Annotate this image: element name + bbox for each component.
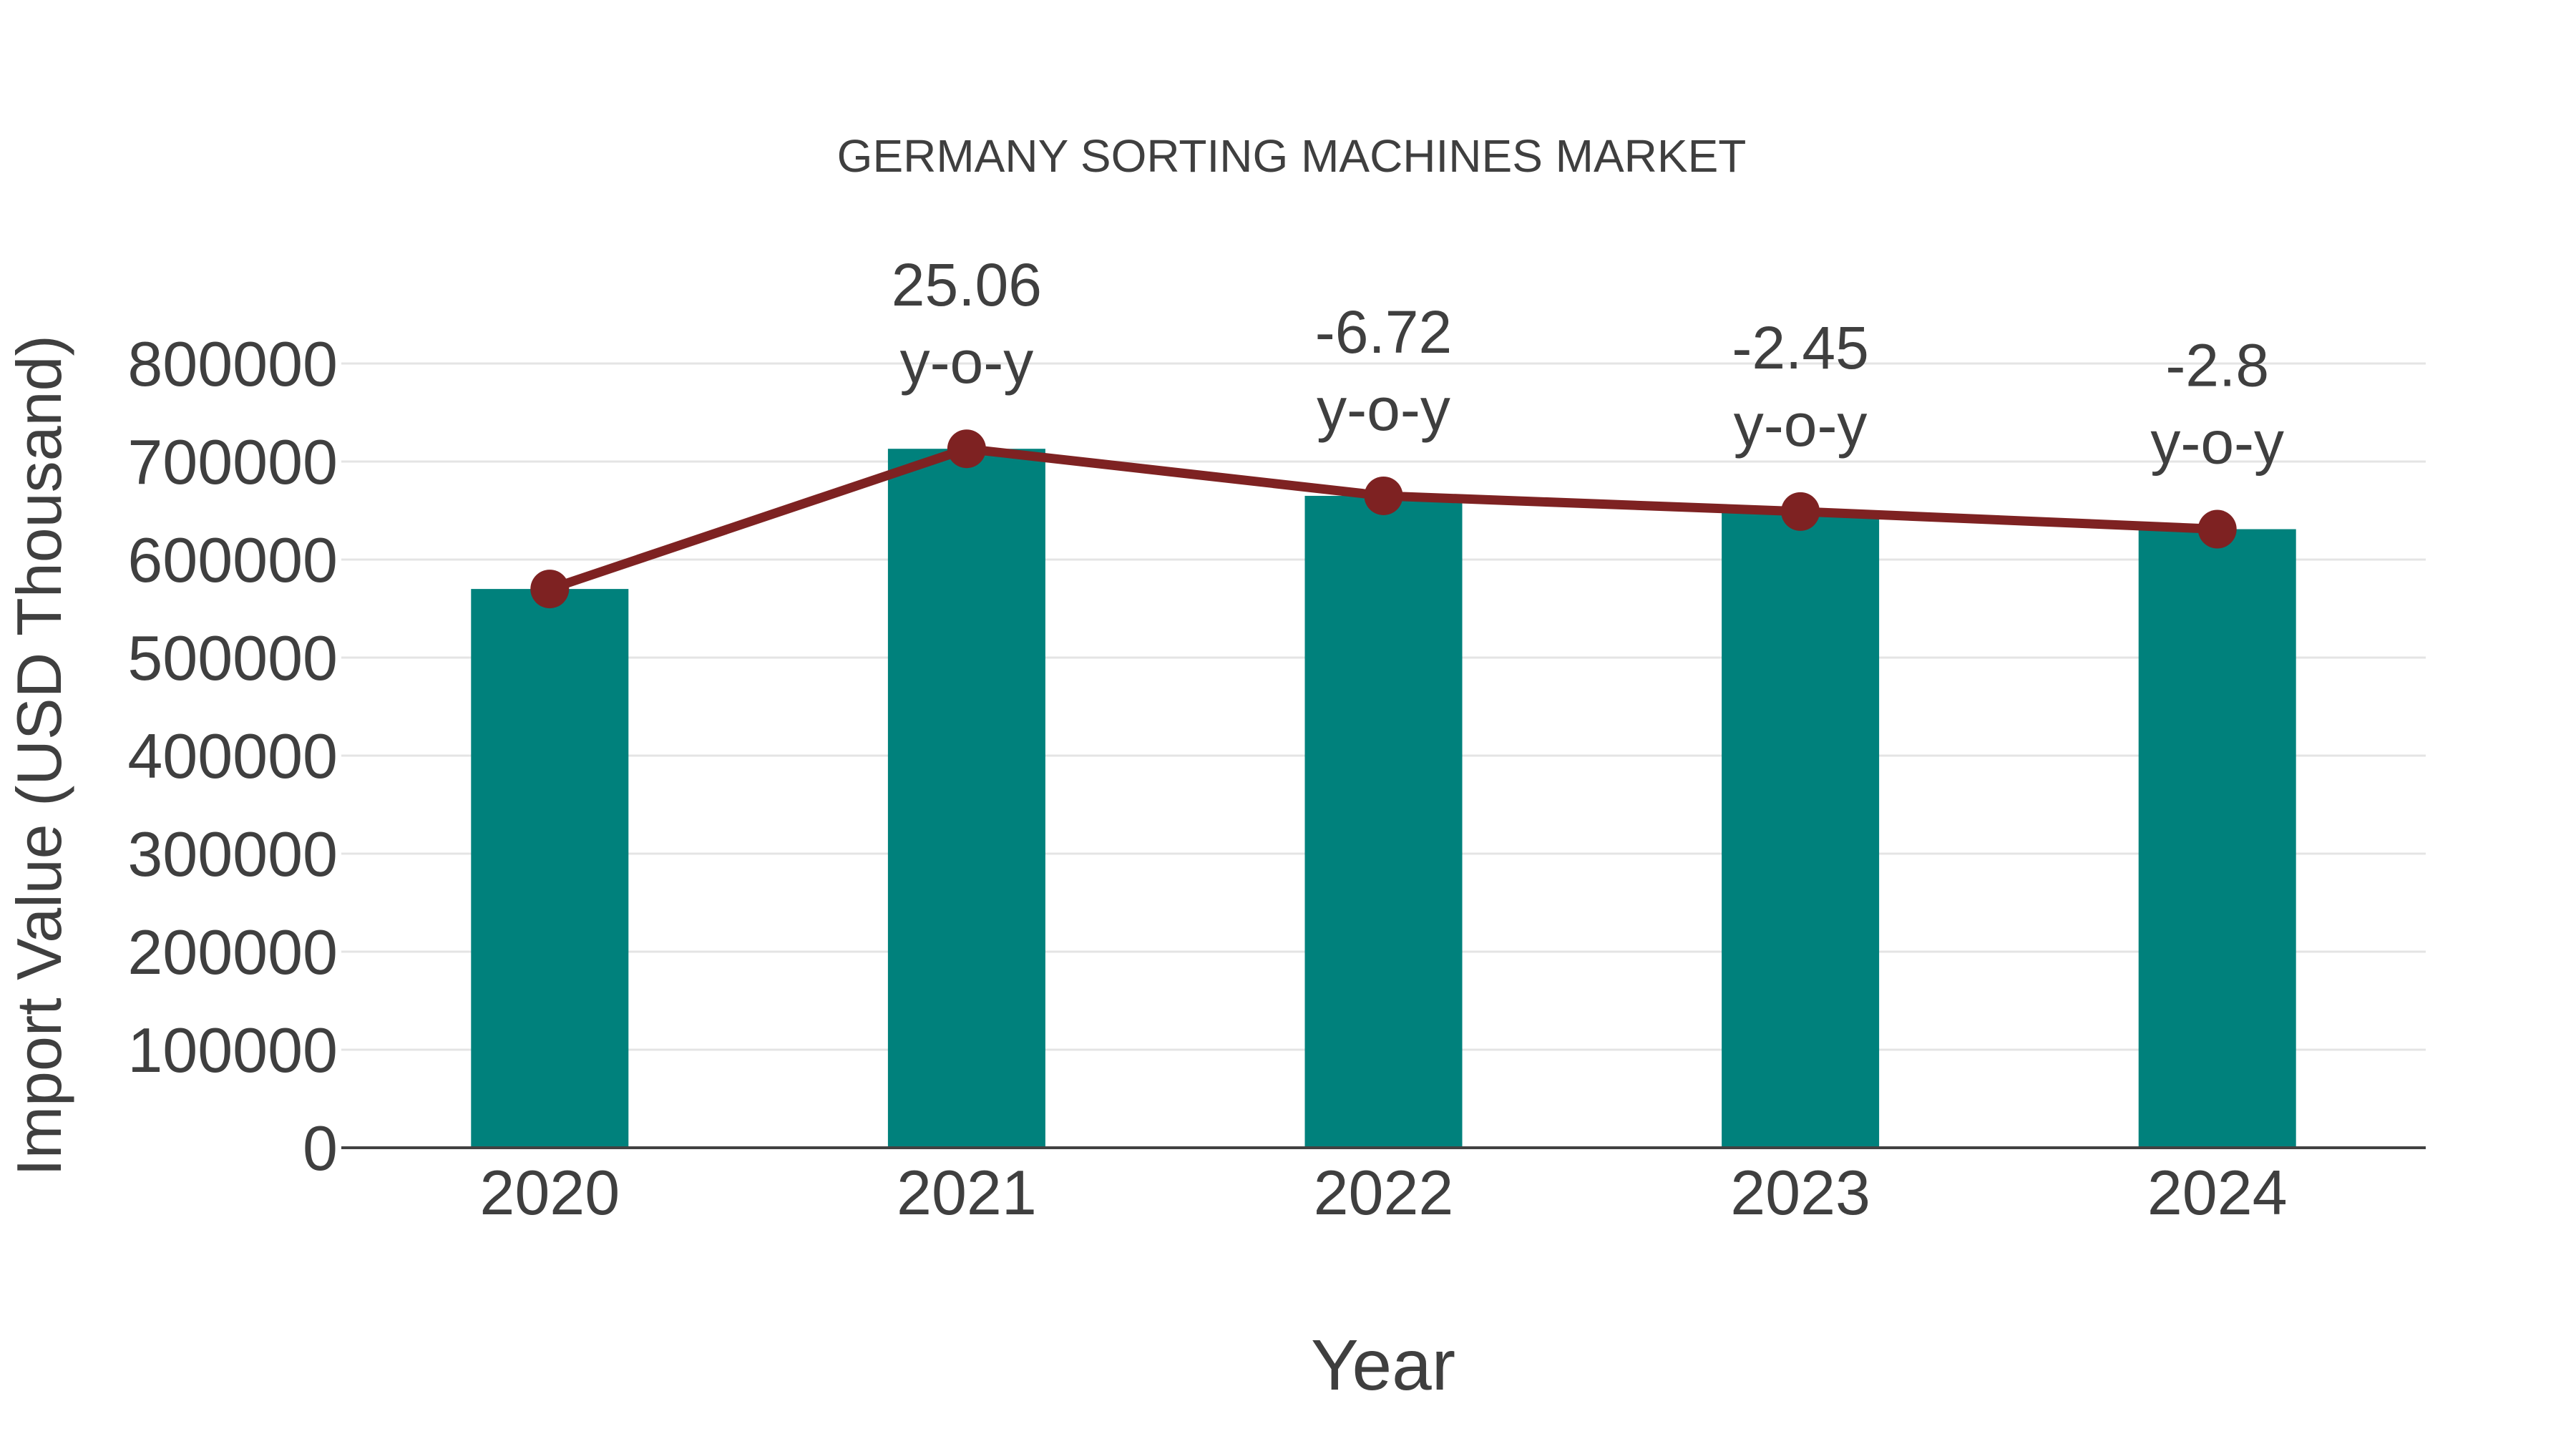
y-tick-label-500000: 500000 xyxy=(127,623,338,693)
data-point-2023[interactable] xyxy=(1781,492,1820,531)
bar-2023[interactable] xyxy=(1722,511,1880,1148)
y-tick-label-800000: 800000 xyxy=(127,328,338,399)
y-axis-title: Import Value (USD Thousand) xyxy=(4,335,74,1176)
x-tick-label-2021: 2021 xyxy=(897,1157,1037,1228)
label-layer: 0 100000 200000 300000 400000 500000 600000 700… xyxy=(127,251,2287,1228)
bar-layer xyxy=(471,449,2296,1148)
bar-2021[interactable] xyxy=(887,449,1045,1148)
annotation-suffix-2021: y-o-y xyxy=(900,328,1034,396)
y-tick-label-600000: 600000 xyxy=(127,525,338,595)
x-tick-label-2020: 2020 xyxy=(479,1157,620,1228)
bar-2020[interactable] xyxy=(471,589,629,1148)
annotation-value-2021: 25.06 xyxy=(892,251,1042,318)
trend-line-layer xyxy=(530,429,2237,609)
annotation-value-2022: -6.72 xyxy=(1315,298,1452,366)
annotation-suffix-2024: y-o-y xyxy=(2150,409,2284,477)
data-point-2020[interactable] xyxy=(530,570,570,609)
y-tick-label-700000: 700000 xyxy=(127,426,338,497)
chart-title: GERMANY SORTING MACHINES MARKET xyxy=(837,130,1747,182)
y-tick-label-300000: 300000 xyxy=(127,819,338,889)
y-tick-label-0: 0 xyxy=(303,1113,338,1184)
annotation-value-2023: -2.45 xyxy=(1732,314,1868,381)
annotation-suffix-2022: y-o-y xyxy=(1317,376,1450,443)
data-point-2024[interactable] xyxy=(2197,509,2237,549)
x-axis-title: Year xyxy=(1311,1325,1455,1405)
data-point-2022[interactable] xyxy=(1364,476,1403,515)
x-tick-label-2023: 2023 xyxy=(1730,1157,1870,1228)
x-tick-label-2024: 2024 xyxy=(2147,1157,2288,1228)
y-tick-label-200000: 200000 xyxy=(127,917,338,987)
data-point-2021[interactable] xyxy=(947,429,986,469)
annotation-suffix-2023: y-o-y xyxy=(1734,391,1868,459)
bar-2024[interactable] xyxy=(2138,529,2296,1148)
y-tick-label-400000: 400000 xyxy=(127,721,338,791)
x-tick-label-2022: 2022 xyxy=(1314,1157,1454,1228)
y-tick-label-100000: 100000 xyxy=(127,1015,338,1085)
annotation-value-2024: -2.8 xyxy=(2165,332,2269,399)
bar-2022[interactable] xyxy=(1304,495,1463,1148)
